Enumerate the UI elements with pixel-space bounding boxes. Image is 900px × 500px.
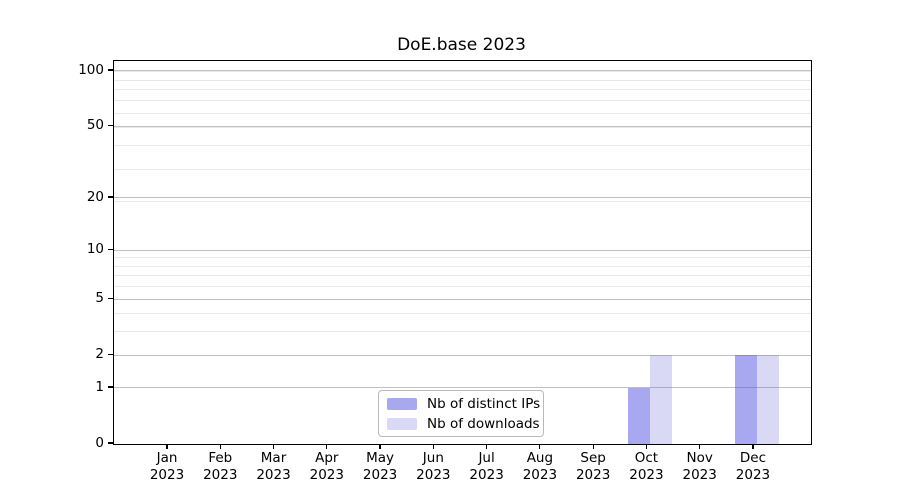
minor-gridline [114, 71, 811, 73]
x-tick-label: Jan 2023 [149, 450, 185, 483]
plot-area [113, 60, 812, 445]
x-tick-label: Mar 2023 [256, 450, 291, 483]
y-tick-label: 50 [86, 117, 104, 134]
y-axis-tick [108, 442, 113, 444]
x-axis-tick [432, 444, 434, 449]
legend-swatch-downloads [387, 417, 417, 430]
minor-gridline [114, 201, 811, 203]
y-axis-tick [108, 124, 113, 126]
x-tick-label: Dec 2023 [735, 450, 771, 483]
y-tick-label: 10 [86, 241, 104, 258]
y-tick-label: 100 [78, 61, 104, 78]
x-axis-tick [486, 444, 488, 449]
minor-gridline [114, 275, 811, 277]
x-tick-label: Nov 2023 [682, 450, 717, 483]
bar-downloads [650, 355, 673, 444]
x-tick-label: Oct 2023 [629, 450, 664, 483]
y-axis-tick [108, 297, 113, 299]
legend-label: Nb of distinct IPs [427, 395, 541, 412]
y-tick-label: 2 [95, 346, 104, 363]
minor-gridline [114, 168, 811, 170]
minor-gridline [114, 89, 811, 91]
major-gridline [114, 387, 811, 389]
y-tick-label: 20 [86, 188, 104, 205]
y-axis-tick [108, 196, 113, 198]
x-axis-tick [539, 444, 541, 449]
x-axis-tick [752, 444, 754, 449]
minor-gridline [114, 145, 811, 147]
x-axis-tick [379, 444, 381, 449]
minor-gridline [114, 79, 811, 81]
legend-swatch-distinct-ips [387, 397, 417, 410]
major-gridline [114, 354, 811, 356]
y-tick-label: 1 [95, 378, 104, 395]
legend-row: Nb of distinct IPs [387, 396, 543, 412]
major-gridline [114, 298, 811, 300]
legend-label: Nb of downloads [427, 415, 540, 432]
x-axis-tick [166, 444, 168, 449]
y-axis-tick [108, 353, 113, 355]
x-axis-tick [326, 444, 328, 449]
bar-downloads [756, 355, 779, 444]
legend-row: Nb of downloads [387, 416, 543, 432]
major-gridline [114, 197, 811, 199]
major-gridline [114, 249, 811, 251]
x-axis-tick [272, 444, 275, 449]
minor-gridline [114, 100, 811, 102]
x-tick-label: May 2023 [362, 450, 398, 483]
bar-distinct-ips [734, 355, 757, 444]
major-gridline [114, 125, 811, 127]
y-axis-tick [108, 248, 113, 250]
x-tick-label: Aug 2023 [522, 450, 558, 483]
x-axis-tick [699, 444, 701, 449]
x-axis-tick [645, 444, 648, 449]
major-gridline [114, 70, 811, 72]
minor-gridline [114, 286, 811, 288]
x-tick-label: Jul 2023 [469, 450, 504, 483]
minor-gridline [114, 127, 811, 129]
legend: Nb of distinct IPs Nb of downloads [378, 390, 544, 437]
y-axis-tick [108, 386, 113, 388]
minor-gridline [114, 331, 811, 333]
x-axis-tick [219, 444, 221, 449]
y-tick-label: 5 [95, 290, 104, 307]
x-tick-label: Sep 2023 [575, 450, 611, 483]
y-tick-label: 0 [95, 435, 104, 451]
x-tick-label: Jun 2023 [416, 450, 451, 483]
chart-title: DoE.base 2023 [397, 35, 526, 55]
minor-gridline [114, 265, 811, 267]
minor-gridline [114, 257, 811, 259]
minor-gridline [114, 112, 811, 114]
x-tick-label: Apr 2023 [309, 450, 344, 483]
minor-gridline [114, 313, 811, 315]
x-axis-tick [592, 444, 594, 449]
y-axis-tick [108, 69, 113, 71]
x-tick-label: Feb 2023 [203, 450, 238, 483]
bar-distinct-ips [628, 387, 651, 444]
